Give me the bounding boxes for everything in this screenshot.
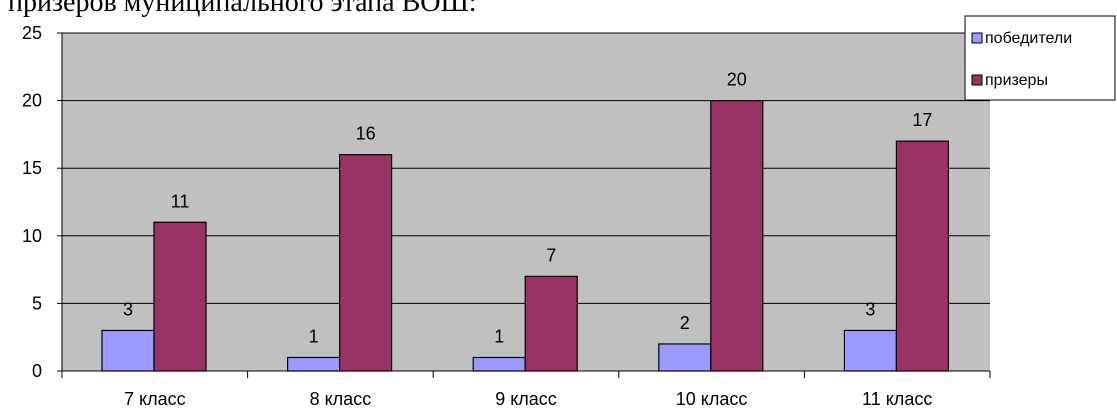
data-label: 1 [309,326,319,346]
x-tick-label: 11 класс [862,389,932,409]
bar-prizery [895,140,950,372]
y-tick-label: 25 [22,23,42,43]
data-label: 20 [727,70,747,90]
y-tick-label: 15 [22,158,42,178]
y-tick-label: 5 [32,293,42,313]
y-tick-label: 10 [22,226,42,246]
axes: 0 5 10 15 20 25 7 класс 8 класс 9 класс 10 класс 1… [22,23,991,409]
legend-swatch [971,74,983,86]
header-text: призеров муниципального этапа ВОШ: [8,0,477,18]
data-label: 2 [680,313,690,333]
x-tick-label: 7 класс [124,389,186,409]
data-label: 16 [356,124,376,144]
legend-swatch [971,32,983,44]
data-label: 7 [546,245,556,265]
x-tick-label: 8 класс [310,389,372,409]
data-label: 1 [494,326,504,346]
legend-box [964,15,1116,101]
data-label: 11 [171,191,190,211]
legend: победители призеры [964,15,1116,101]
bar-pobediteli [658,343,712,372]
bar-prizery [710,99,764,372]
legend-label: победители [985,30,1072,47]
bar-pobediteli [843,329,898,372]
y-tick-label: 20 [22,91,42,111]
bars [101,99,950,372]
data-label: 3 [123,299,133,319]
bar-prizery [339,154,393,372]
x-tick-label: 9 класс [495,389,557,409]
bar-prizery [153,221,207,372]
data-label: 17 [912,110,932,130]
y-tick-label: 0 [32,361,42,381]
bar-prizery [524,275,578,372]
x-tick-label: 10 класс [676,389,748,409]
legend-label: призеры [985,72,1048,89]
bar-pobediteli [101,329,155,372]
bar-pobediteli [287,356,341,372]
data-label: 3 [865,299,875,319]
bar-pobediteli [472,356,526,372]
